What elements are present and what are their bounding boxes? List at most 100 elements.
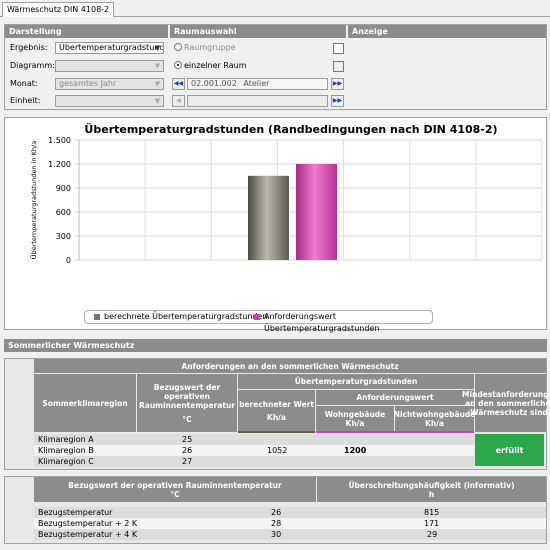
status-badge: erfüllt <box>475 434 544 466</box>
col-nichtwohngebaeude: Nichtwohngebäude Kh/a <box>393 406 476 432</box>
panel-header-raumauswahl: Raumauswahl <box>170 25 346 38</box>
bezugstemp-label-0: Bezugstemperatur <box>38 508 113 517</box>
prev-room-button[interactable]: ◀◀ <box>172 78 185 90</box>
prev-group-button[interactable]: ◀ <box>172 95 185 107</box>
group-field <box>187 95 328 107</box>
legend-label-anforderung: Anforderungswert Übertemperaturgradstund… <box>264 312 380 333</box>
einheit-select[interactable]: ▼ <box>55 95 164 107</box>
table1-title: Anforderungen an den sommerlichen Wärmes… <box>34 359 546 373</box>
chevron-down-icon: ▼ <box>154 44 161 52</box>
chevron-down-icon: ▼ <box>154 97 161 105</box>
col-uebertemperatur: Übertemperaturgradstunden <box>238 374 474 389</box>
einzelner-raum-label: einzelner Raum <box>184 61 247 70</box>
monat-select[interactable]: gesamtes Jahr ▼ <box>55 78 164 90</box>
berechnet-b: 1052 <box>267 446 288 455</box>
haeufigkeit-value-0: 815 <box>424 508 440 517</box>
table-row <box>34 518 546 529</box>
chevron-down-icon: ▼ <box>154 62 161 70</box>
col-wohngebaeude-unit: Kh/a <box>345 419 365 428</box>
chart-legend: berechnete Übertemperaturgradstunden Anf… <box>84 310 433 333</box>
raum-nummer: 02.001.002 <box>191 79 237 88</box>
bezugstemp-value-0: 26 <box>271 508 282 517</box>
bezugstemp-label-2: Bezugstemperatur + 4 K <box>38 530 138 539</box>
col2-haeufigkeit: Überschreitungshäufigkeit (informativ) h <box>317 477 546 502</box>
col-wohngebaeude-label: Wohngebäude <box>324 410 386 419</box>
col-wohngebaeude: Wohngebäude Kh/a <box>316 406 394 432</box>
table-row <box>34 445 474 456</box>
col-nichtwohngebaeude-label: Nichtwohngebäude <box>393 410 476 419</box>
next-room-button[interactable]: ▶▶ <box>331 78 344 90</box>
double-chevron-right-icon: ▶▶ <box>332 97 343 104</box>
bezug-c: 27 <box>182 457 193 466</box>
y-tick-label: 900 <box>56 184 71 193</box>
tab-bar: Wärmeschutz DIN 4108-2 <box>0 0 550 17</box>
legend-swatch-berechnet <box>94 314 100 320</box>
col2-bezugswert-label: Bezugswert der operativen Rauminnentempe… <box>68 480 282 490</box>
col2-haeufigkeit-label: Überschreitungshäufigkeit (informativ) <box>348 480 515 490</box>
col2-bezugswert-unit: °C <box>170 489 180 499</box>
col2-bezugswert: Bezugswert der operativen Rauminnentempe… <box>34 477 316 502</box>
col-bezugswert: Bezugswert der operativen Rauminnentempe… <box>137 374 237 432</box>
legend-swatch-anforderung <box>254 314 260 320</box>
table-row <box>34 456 474 467</box>
ergebnis-label: Ergebnis: <box>10 43 48 52</box>
einheit-label: Einheit: <box>10 96 41 105</box>
section-title: Sommerlicher Wärmeschutz <box>4 339 547 352</box>
chevron-down-icon: ▼ <box>154 80 161 88</box>
region-b: Klimaregion B <box>38 446 94 455</box>
bezugstemp-value-1: 28 <box>271 519 282 528</box>
raumgruppe-radio[interactable]: Raumgruppe <box>174 43 236 53</box>
table-row <box>34 507 546 518</box>
chevron-left-icon: ◀ <box>176 97 181 104</box>
einzelner-raum-radio[interactable]: einzelner Raum <box>174 61 247 71</box>
table-row <box>34 434 474 445</box>
bar-berechnet <box>248 175 289 260</box>
bezugstemp-value-2: 30 <box>271 530 282 539</box>
col-nichtwohngebaeude-unit: Kh/a <box>425 419 444 428</box>
y-tick-label: 600 <box>56 208 71 217</box>
tab-waermeschutz[interactable]: Wärmeschutz DIN 4108-2 <box>2 2 115 17</box>
berechnet-accent-line <box>238 431 315 433</box>
bezugstemp-label-1: Bezugstemperatur + 2 K <box>38 519 138 528</box>
bezug-b: 26 <box>182 446 193 455</box>
col-berechnet: berechneter Wert Kh/a <box>238 390 315 432</box>
table-row <box>34 529 546 540</box>
raumgruppe-label: Raumgruppe <box>184 43 236 52</box>
col-mindestanforderungen: Mindestanforderungen an den sommerlichen… <box>462 374 550 432</box>
double-chevron-left-icon: ◀◀ <box>173 80 184 87</box>
chart-y-axis-label: Übertemperaturgradstunden in Kh/a <box>29 141 38 259</box>
raum-name: Atelier <box>243 79 270 88</box>
double-chevron-right-icon: ▶▶ <box>332 80 343 87</box>
region-a: Klimaregion A <box>38 435 94 444</box>
diagramm-select[interactable]: ▼ <box>55 60 164 72</box>
einzelner-raum-select-button[interactable] <box>333 61 344 72</box>
y-tick-label: 300 <box>56 232 71 241</box>
y-tick-label: 1.500 <box>48 136 71 145</box>
diagramm-label: Diagramm: <box>10 61 55 70</box>
col-bezugswert-label: Bezugswert der operativen Rauminnentempe… <box>139 382 235 410</box>
col2-haeufigkeit-unit: h <box>428 489 435 499</box>
ergebnis-value: Übertemperaturgradstunden <box>59 43 164 52</box>
y-tick-label: 0 <box>66 256 71 265</box>
chart-panel: Übertemperaturgradstunden (Randbedingung… <box>4 117 547 333</box>
bar-anforderung <box>296 164 337 260</box>
bezug-a: 25 <box>182 435 193 444</box>
radio-selected-icon <box>174 61 182 69</box>
col-sommerklimaregion: Sommerklimaregion <box>34 374 136 432</box>
wohn-b: 1200 <box>344 446 367 455</box>
bar-chart: Übertemperaturgradstunden (Randbedingung… <box>29 122 543 265</box>
col-berechnet-unit: Kh/a <box>267 413 286 422</box>
col-bezugswert-unit: °C <box>182 414 192 424</box>
raumgruppe-select-button[interactable] <box>333 43 344 54</box>
haeufigkeit-value-1: 171 <box>424 519 440 528</box>
panel-header-anzeige: Anzeige <box>348 25 546 38</box>
raum-field: 02.001.002 Atelier <box>187 78 328 90</box>
next-group-button[interactable]: ▶▶ <box>331 95 344 107</box>
haeufigkeit-value-2: 29 <box>427 530 438 539</box>
region-c: Klimaregion C <box>38 457 94 466</box>
col-berechnet-label: berechneter Wert <box>239 400 314 409</box>
legend-label-berechnet: berechnete Übertemperaturgradstunden <box>104 312 268 321</box>
ergebnis-select[interactable]: Übertemperaturgradstunden ▼ <box>55 42 164 54</box>
anforderung-accent-line <box>316 431 474 433</box>
chart-title: Übertemperaturgradstunden (Randbedingung… <box>84 122 497 136</box>
